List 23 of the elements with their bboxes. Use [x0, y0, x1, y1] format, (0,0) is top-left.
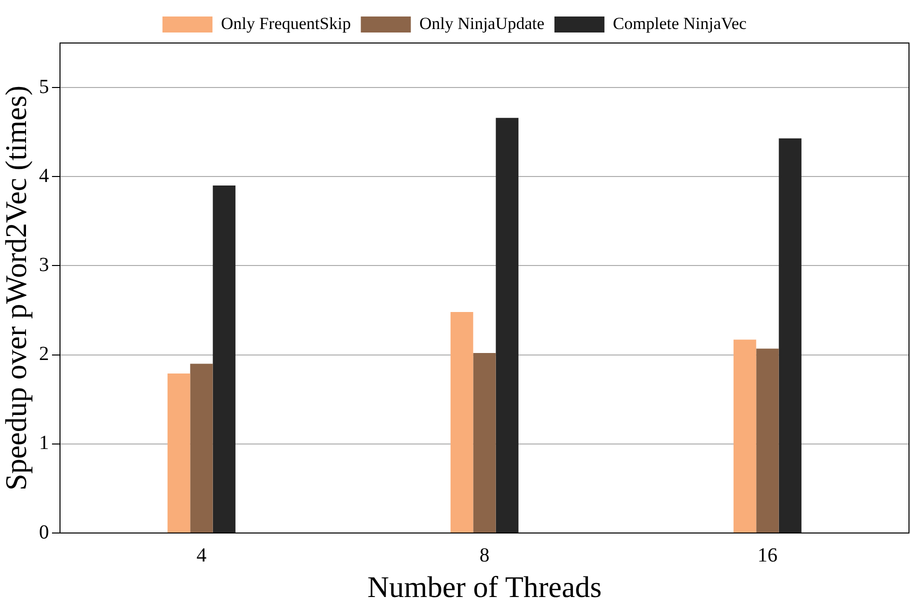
- y-tick-label: 5: [39, 76, 49, 98]
- y-tick-label: 3: [39, 254, 49, 276]
- legend-label: Complete NinjaVec: [612, 14, 747, 33]
- y-tick-label: 4: [39, 164, 49, 187]
- bar: [190, 364, 213, 532]
- y-tick-label: 1: [39, 432, 49, 454]
- x-axis-title: Number of Threads: [367, 570, 602, 604]
- bar: [473, 353, 496, 532]
- bar: [734, 340, 756, 532]
- y-axis-title: Speedup over pWord2Vec (times): [0, 86, 33, 490]
- bar: [496, 118, 518, 532]
- legend-label: Only NinjaUpdate: [419, 14, 544, 33]
- x-tick-label: 4: [196, 544, 206, 566]
- y-tick-label: 0: [39, 521, 49, 544]
- x-tick-label: 8: [480, 544, 490, 566]
- bar: [212, 186, 236, 532]
- bar: [778, 138, 802, 532]
- bar: [756, 348, 779, 532]
- legend-label: Only FrequentSkip: [220, 14, 351, 33]
- bar: [168, 374, 190, 532]
- bar: [450, 312, 474, 532]
- x-tick-label: 16: [758, 544, 778, 566]
- y-tick-label: 2: [39, 343, 49, 366]
